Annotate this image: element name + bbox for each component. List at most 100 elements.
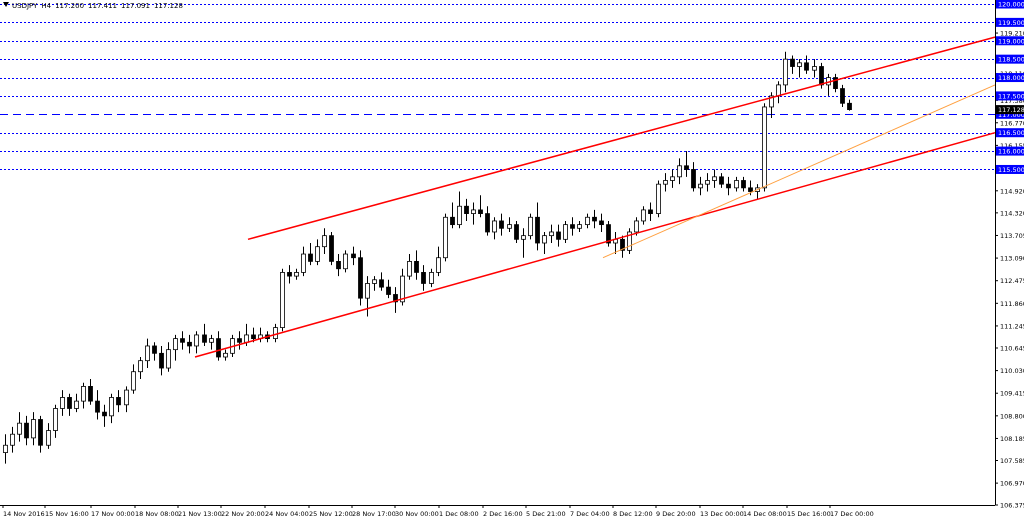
level-label: 118.000 (998, 74, 1024, 82)
dropdown-triangle-icon (3, 2, 9, 7)
candle-body (372, 279, 377, 284)
candle-body (393, 294, 398, 303)
candle-body (819, 66, 824, 86)
candle-body (585, 216, 590, 226)
candle-body (712, 176, 717, 181)
candle-body (705, 180, 710, 185)
price-levels (0, 4, 995, 170)
candle-body (187, 341, 192, 347)
level-label: 120.000 (998, 1, 1024, 9)
candles (3, 51, 852, 464)
candle-body (31, 419, 36, 439)
time-tick-label: 22 Nov 20:00 (221, 510, 265, 518)
candle-body (74, 400, 79, 409)
candle-body (457, 205, 462, 226)
time-tick-label: 30 Nov 00:00 (395, 510, 439, 518)
candle-body (67, 397, 72, 409)
candle-body (719, 176, 724, 185)
candle-body (237, 338, 242, 343)
price-tick-label: 108.185 (1000, 435, 1024, 443)
candle-body (17, 422, 22, 435)
candle-body (273, 327, 278, 340)
time-tick-label: 7 Dec 04:00 (570, 510, 610, 518)
price-tick-label: 110.645 (1000, 344, 1024, 352)
candle-body (521, 235, 526, 240)
price-tick-label: 113.705 (1000, 232, 1024, 240)
candle-body (464, 205, 469, 214)
time-tick-label: 17 Nov 00:00 (91, 510, 135, 518)
candle-body (499, 220, 504, 229)
candle-body (840, 88, 845, 104)
candle-body (60, 397, 65, 409)
candle-body (131, 371, 136, 391)
candle-body (223, 352, 228, 358)
candle-body (471, 209, 476, 214)
candle-body (194, 334, 199, 347)
candle-body (478, 209, 483, 214)
candle-body (159, 352, 164, 369)
candle-body (145, 345, 150, 362)
candle-body (684, 165, 689, 170)
candle-body (53, 408, 58, 431)
candle-body (577, 224, 582, 229)
header-high: 117.411 (88, 2, 117, 10)
level-label: 115.500 (998, 166, 1024, 174)
candle-body (280, 272, 285, 328)
level-label: 117.500 (998, 92, 1024, 100)
candle-body (95, 400, 100, 413)
time-tick-label: 2 Dec 16:00 (483, 510, 523, 518)
time-tick-label: 28 Nov 17:00 (352, 510, 396, 518)
candle-body (116, 397, 121, 406)
level-label: 116.500 (998, 129, 1024, 137)
trendline-upper (247, 36, 996, 241)
candle-body (180, 338, 185, 343)
level-label: 119.000 (998, 37, 1024, 45)
level-label: 119.500 (998, 19, 1024, 27)
candle-body (294, 272, 299, 277)
time-tick-label: 5 Dec 21:00 (526, 510, 566, 518)
header-symbol: USDJPY (12, 2, 38, 10)
candle-body (634, 220, 639, 233)
time-tick-label: 18 Nov 08:00 (135, 510, 179, 518)
candle-body (421, 272, 426, 284)
candle-body (400, 275, 405, 303)
candle-body (251, 334, 256, 340)
candle-body (244, 334, 249, 343)
candle-body (620, 238, 625, 251)
price-tick-label: 108.800 (1000, 412, 1024, 420)
level-label-box (996, 146, 1024, 156)
price-tick-label: 112.475 (1000, 277, 1024, 285)
time-tick-label: 14 Nov 2016 (3, 510, 45, 518)
candle-body (656, 183, 661, 214)
candle-body (726, 183, 731, 189)
candle-body (322, 235, 327, 248)
candle-body (606, 224, 611, 244)
candle-body (507, 224, 512, 229)
level-label-box (996, 17, 1024, 27)
time-tick-label: 17 Dec 00:00 (830, 510, 874, 518)
candle-body (308, 253, 313, 262)
candle-body (429, 272, 434, 284)
candle-body (365, 283, 370, 299)
candle-body (641, 209, 646, 222)
time-tick-label: 15 Dec 16:00 (787, 510, 831, 518)
candle-body (492, 220, 497, 233)
price-tick-label: 109.415 (1000, 390, 1024, 398)
candle-body (109, 397, 114, 417)
level-label-box (996, 73, 1024, 83)
time-tick-label: 25 Nov 12:00 (309, 510, 353, 518)
candle-body (343, 253, 348, 270)
candle-body (336, 260, 341, 270)
time-tick-label: 9 Dec 20:00 (656, 510, 696, 518)
candle-body (216, 338, 221, 358)
candle-body (783, 58, 788, 86)
level-label-box (996, 109, 1024, 119)
candle-body (670, 176, 675, 181)
candle-body (358, 257, 363, 299)
price-tick-label: 110.030 (1000, 367, 1024, 375)
level-label: 117.000 (998, 111, 1024, 119)
candle-body (209, 338, 214, 343)
candle-body (46, 430, 51, 446)
trendlines (194, 36, 996, 358)
